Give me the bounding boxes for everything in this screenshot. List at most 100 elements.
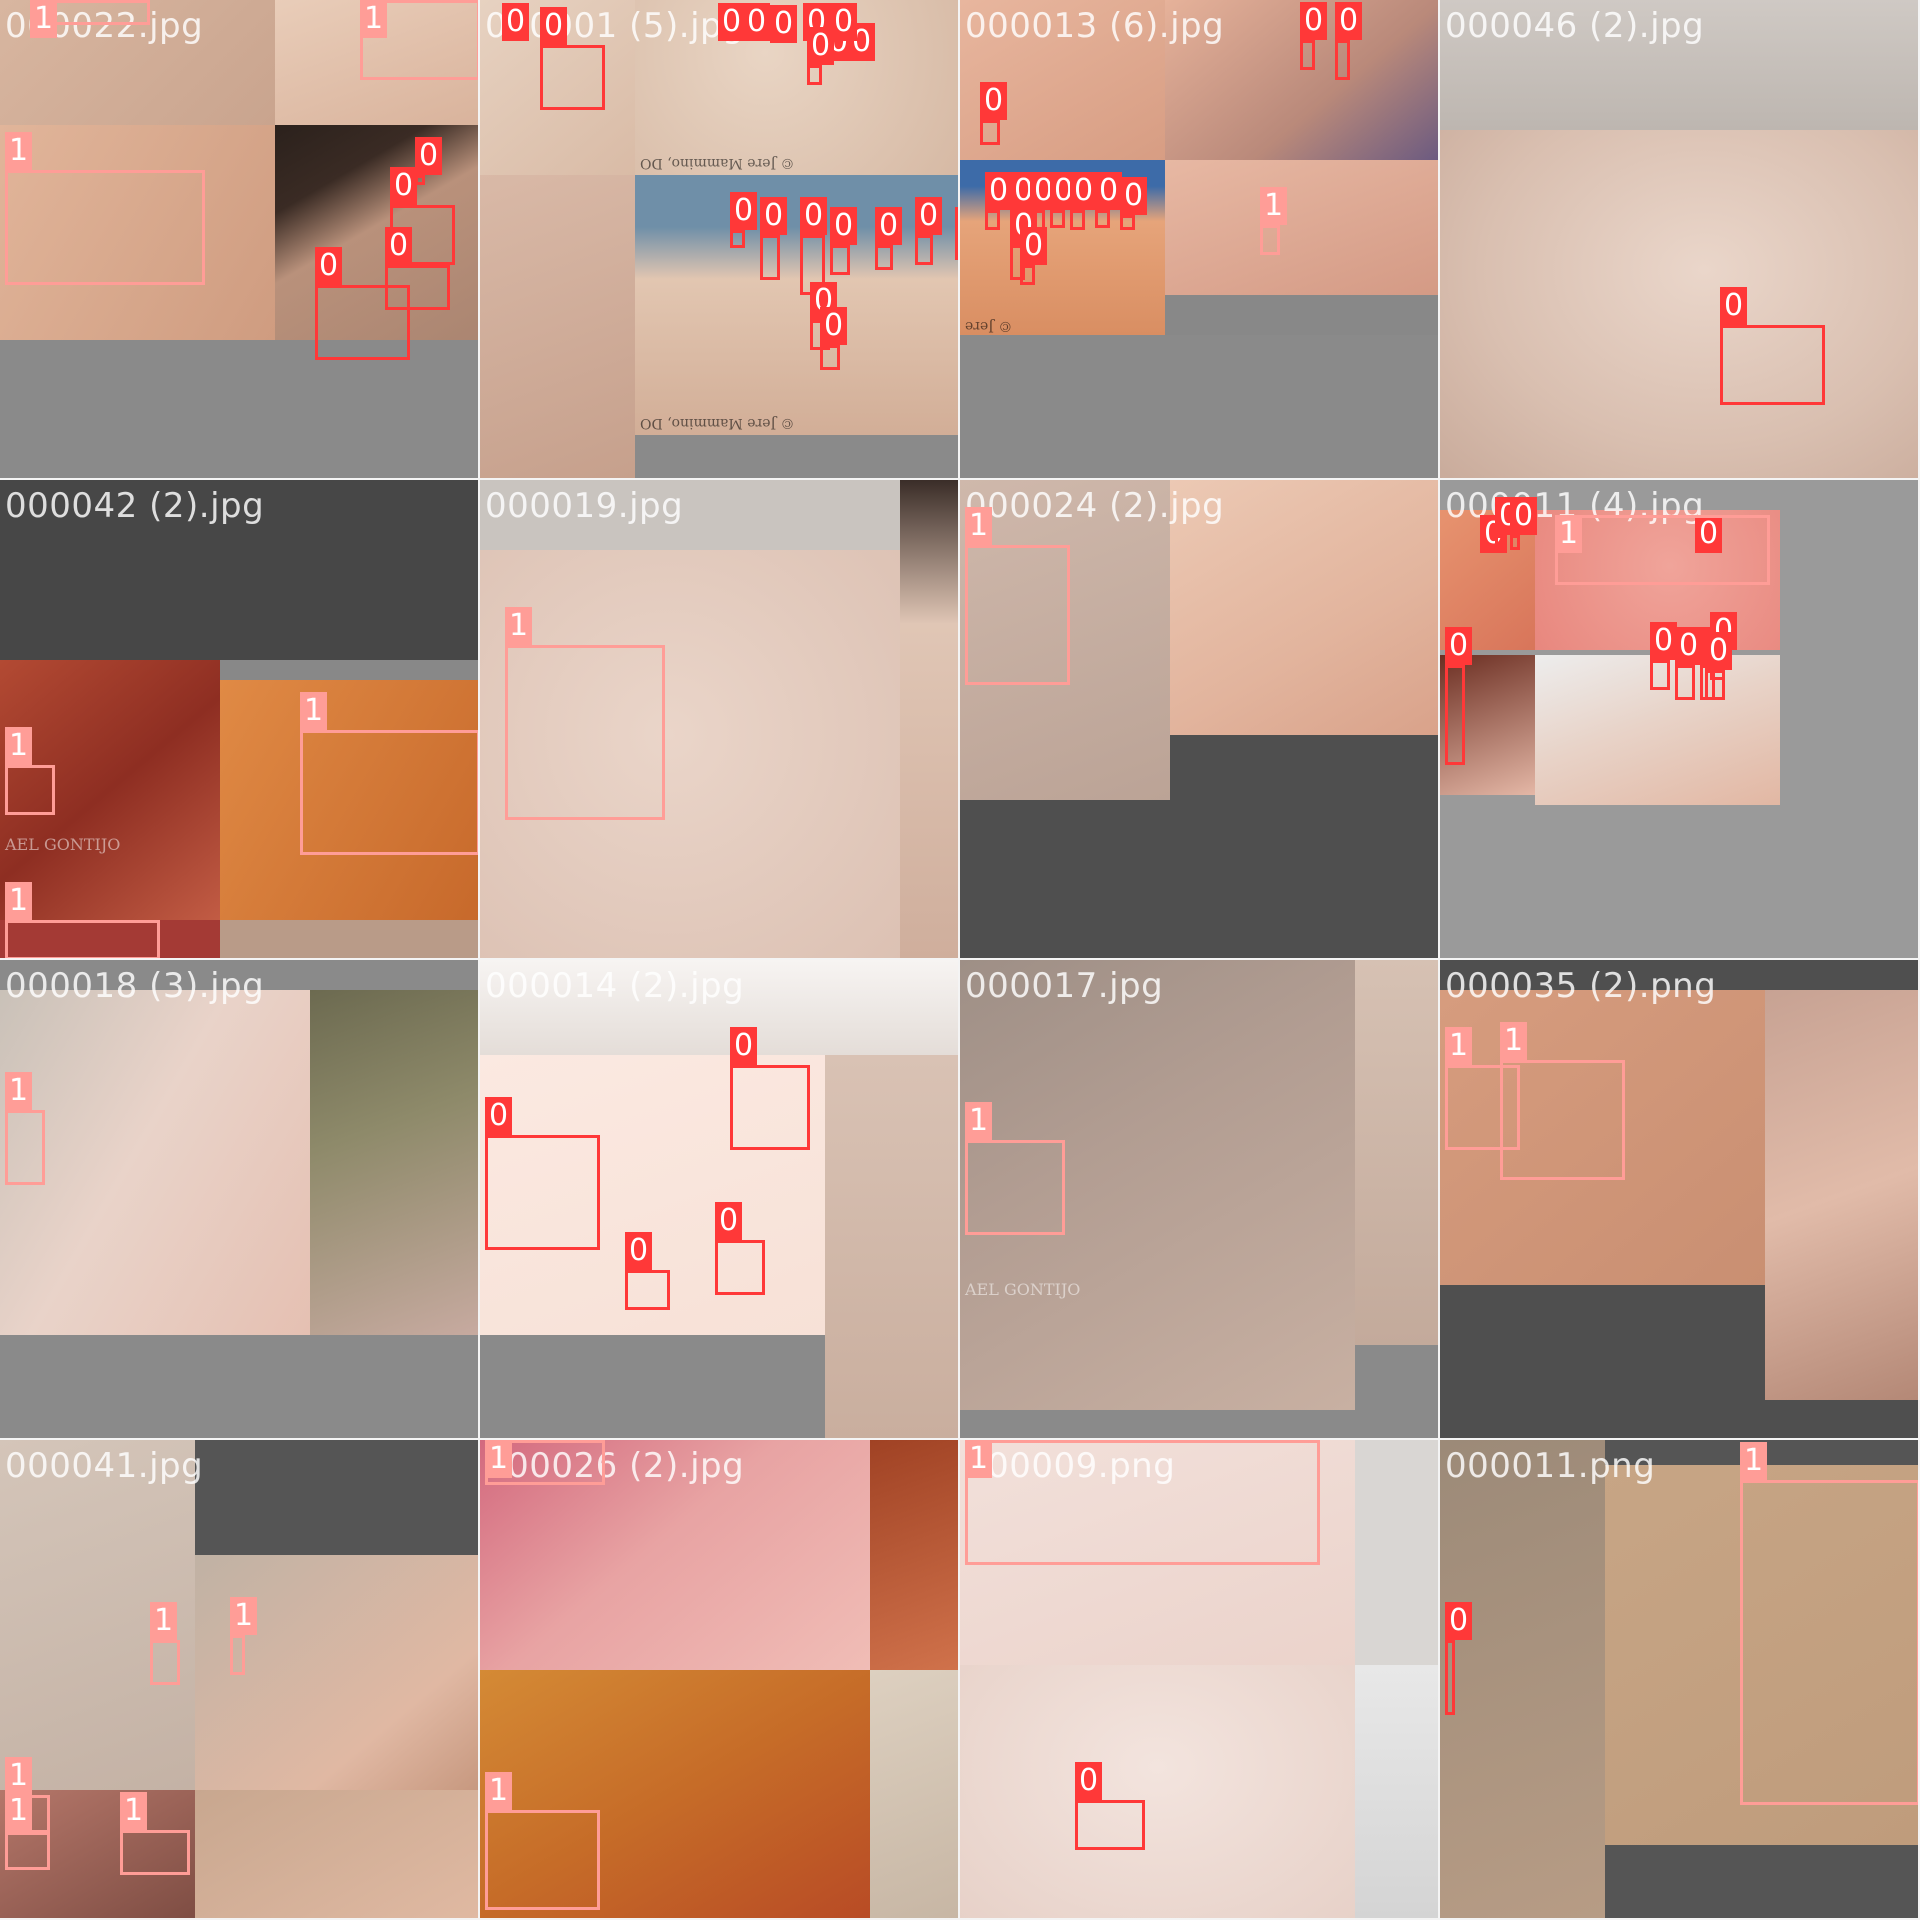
detection-box-class-1: 1 — [965, 507, 1070, 685]
class-label-tag: 1 — [230, 1597, 258, 1635]
detection-box-class-0: 0 — [760, 197, 788, 280]
class-label-tag: 0 — [1510, 497, 1538, 535]
detection-box-class-0: 0 — [502, 3, 530, 41]
detection-box-class-0: 0 — [1720, 287, 1825, 405]
class-label-tag: 0 — [385, 227, 413, 265]
mosaic-tile: 000041.jpg 1 1 1 1 1 — [0, 1440, 480, 1920]
class-label-tag: 0 — [743, 3, 771, 41]
skin-photo-patch — [825, 1055, 958, 1438]
skin-photo-patch — [480, 960, 958, 1055]
detection-box-class-0: 0 — [415, 137, 443, 185]
skin-photo-patch — [1440, 1440, 1605, 1918]
class-label-tag: 1 — [965, 1440, 993, 1478]
skin-photo-patch — [1765, 990, 1918, 1400]
skin-photo-patch — [480, 1335, 825, 1438]
detection-box-class-0: 0 — [830, 207, 858, 275]
tile-filename-label: 000019.jpg — [485, 486, 684, 526]
detection-box-class-0: 0 — [1445, 1602, 1473, 1715]
detection-box-class-0: 0 — [315, 247, 410, 360]
mosaic-tile: 000018 (3).jpg 1 — [0, 960, 480, 1440]
detection-box-class-0: 0 — [1445, 627, 1473, 765]
class-label-tag: 0 — [1075, 1762, 1103, 1800]
skin-photo-patch — [0, 990, 310, 1335]
skin-photo-patch — [275, 125, 478, 360]
class-label-tag: 1 — [1260, 187, 1288, 225]
class-label-tag: 0 — [980, 82, 1008, 120]
class-label-tag: 0 — [540, 7, 568, 45]
class-label-tag: 1 — [1740, 1442, 1768, 1480]
skin-photo-patch — [480, 1440, 870, 1670]
class-label-tag: 0 — [315, 247, 343, 285]
skin-photo-patch — [960, 800, 1438, 958]
class-label-tag: 0 — [1695, 515, 1723, 553]
detection-box-class-0: 0 — [1050, 172, 1078, 228]
photo-watermark: AEL GONTIJO — [5, 835, 121, 854]
class-label-tag: 0 — [1720, 287, 1748, 325]
detection-box-class-0: 0 — [955, 207, 958, 260]
photo-watermark: AEL GONTIJO — [965, 1280, 1081, 1299]
tile-filename-label: 000011.png — [1445, 1446, 1656, 1486]
tile-filename-label: 000009.png — [965, 1446, 1176, 1486]
class-label-tag: 1 — [1555, 515, 1583, 553]
class-label-tag: 0 — [830, 207, 858, 245]
class-label-tag: 0 — [715, 1202, 743, 1240]
class-label-tag: 0 — [820, 307, 848, 345]
mosaic-tile: 000024 (2).jpg 1 — [960, 480, 1440, 960]
class-label-tag: 0 — [730, 1027, 758, 1065]
class-label-tag: 1 — [5, 727, 33, 765]
class-label-tag: 0 — [875, 207, 903, 245]
detection-box-class-1: 1 — [1260, 187, 1288, 255]
class-label-tag: 0 — [985, 172, 1013, 210]
detection-box-class-1: 1 — [5, 1792, 50, 1870]
class-label-tag: 1 — [485, 1772, 513, 1810]
detection-box-class-1: 1 — [5, 727, 55, 815]
detection-box-class-1: 1 — [1500, 1022, 1625, 1180]
class-label-tag: 0 — [502, 3, 530, 41]
detection-box-class-0: 0 — [743, 3, 771, 41]
mosaic-tile: 000014 (2).jpg 0 0 0 0 — [480, 960, 960, 1440]
detection-box-class-1: 1 — [485, 1772, 600, 1910]
skin-photo-patch — [1170, 735, 1438, 800]
detection-box-class-0: 0 — [1335, 2, 1363, 80]
mosaic-tile: 000001 (5).jpg © Jere Mammino, DO © Jere M… — [480, 0, 960, 480]
detection-box-class-0: 0 — [1095, 172, 1123, 228]
class-label-tag: 0 — [730, 192, 758, 230]
detection-box-class-0: 0 — [390, 167, 455, 265]
detection-box-class-0: 0 — [807, 27, 835, 85]
detection-box-class-1: 1 — [1740, 1442, 1918, 1805]
skin-photo-patch — [960, 1665, 1355, 1918]
tile-filename-label: 000014 (2).jpg — [485, 966, 745, 1006]
skin-photo-patch — [1535, 655, 1780, 805]
detection-box-class-0: 0 — [625, 1232, 670, 1310]
skin-photo-patch — [480, 175, 635, 478]
detection-box-class-0: 0 — [1650, 622, 1678, 690]
class-label-tag: 1 — [5, 1757, 33, 1795]
detection-box-class-1: 1 — [5, 1757, 50, 1835]
skin-photo-patch — [960, 480, 1170, 800]
class-label-tag: 1 — [5, 882, 33, 920]
class-label-tag: 1 — [5, 132, 33, 170]
skin-photo-patch — [0, 1790, 195, 1918]
mosaic-tile: 000019.jpg 1 — [480, 480, 960, 960]
detection-box-class-0: 0 — [875, 207, 903, 270]
tile-filename-label: 000042 (2).jpg — [5, 486, 265, 526]
class-label-tag: 0 — [1020, 227, 1048, 265]
class-label-tag: 1 — [505, 607, 533, 645]
class-label-tag: 0 — [955, 207, 958, 245]
skin-photo-patch — [900, 480, 958, 958]
detection-box-class-1: 1 — [1555, 515, 1770, 585]
skin-photo-patch — [220, 680, 478, 920]
class-label-tag: 0 — [807, 27, 835, 65]
photo-watermark: © Jere Mammino, DO — [640, 415, 795, 431]
class-label-tag: 0 — [1445, 1602, 1473, 1640]
detection-box-class-1: 1 — [30, 0, 150, 38]
skin-photo-patch — [1440, 655, 1535, 795]
skin-photo-patch — [480, 1670, 870, 1918]
class-label-tag: 0 — [800, 197, 828, 235]
skin-photo-patch — [960, 335, 1438, 478]
class-label-tag: 1 — [1500, 1022, 1528, 1060]
class-label-tag: 0 — [1650, 622, 1678, 660]
skin-photo-patch — [1355, 960, 1438, 1345]
detection-box-class-0: 0 — [1495, 497, 1523, 550]
